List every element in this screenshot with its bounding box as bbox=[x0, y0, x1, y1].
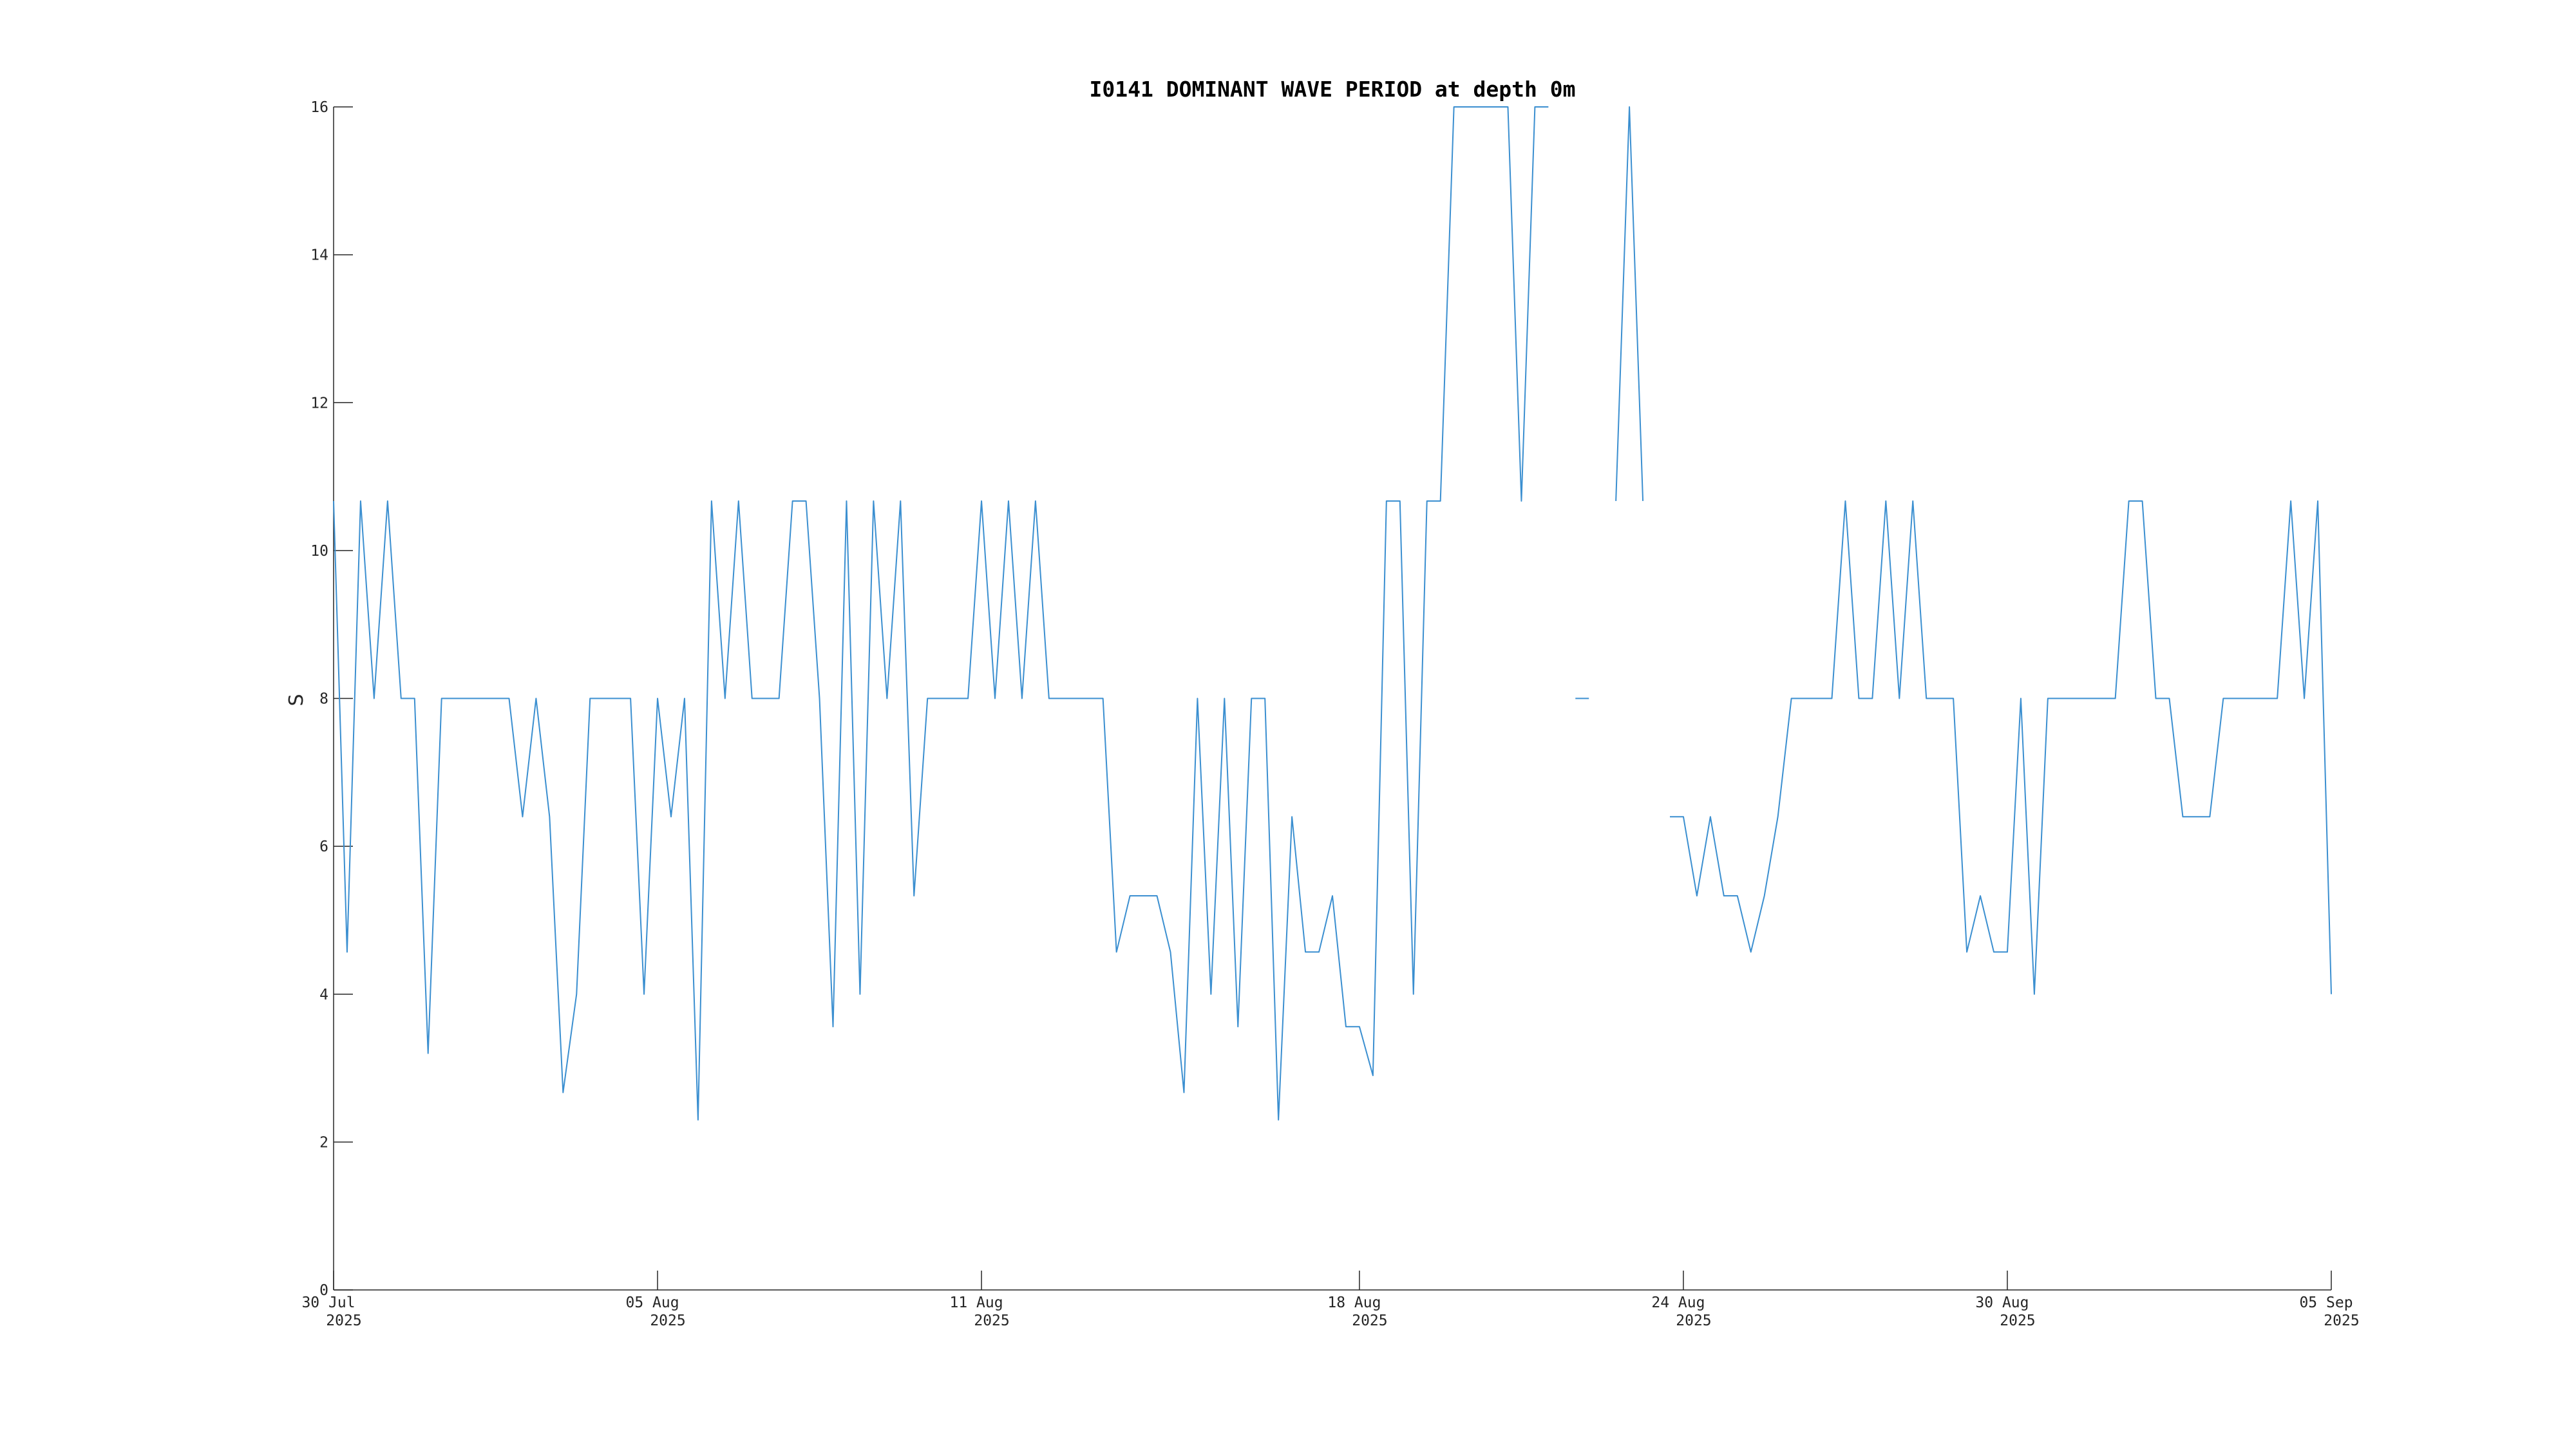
x-tick-label-line: 2025 bbox=[1676, 1312, 1711, 1329]
x-tick-label: 24 Aug 2025 bbox=[1651, 1294, 1711, 1329]
y-tick-label: 4 bbox=[319, 987, 328, 1003]
x-tick-label: 18 Aug 2025 bbox=[1327, 1294, 1387, 1329]
x-tick-label-line: 05 Aug bbox=[625, 1294, 679, 1311]
x-tick-label-line: 2025 bbox=[650, 1312, 685, 1329]
x-tick-label: 30 Aug 2025 bbox=[1975, 1294, 2035, 1329]
x-tick-label-line: 05 Sep bbox=[2299, 1294, 2353, 1311]
x-tick-label-line: 11 Aug bbox=[950, 1294, 1003, 1311]
y-tick-label: 10 bbox=[310, 543, 328, 560]
y-tick-label: 14 bbox=[310, 247, 328, 264]
x-tick-label-line: 2025 bbox=[2324, 1312, 2359, 1329]
chart-title: I0141 DOMINANT WAVE PERIOD at depth 0m bbox=[1090, 77, 1576, 102]
y-tick-label: 12 bbox=[310, 395, 328, 412]
x-tick-label-line: 30 Jul bbox=[301, 1294, 355, 1311]
data-line bbox=[333, 106, 2332, 1121]
x-tick-label-line: 30 Aug bbox=[1975, 1294, 2029, 1311]
x-tick-label-line: 2025 bbox=[1352, 1312, 1387, 1329]
x-tick-label-line: 2025 bbox=[2000, 1312, 2035, 1329]
x-tick-label-line: 18 Aug bbox=[1327, 1294, 1381, 1311]
x-tick-label: 11 Aug 2025 bbox=[950, 1294, 1010, 1329]
x-tick-label: 05 Aug 2025 bbox=[625, 1294, 685, 1329]
y-tick-label: 0 bbox=[319, 1282, 328, 1299]
x-tick-label-line: 2025 bbox=[326, 1312, 361, 1329]
y-tick-label: 6 bbox=[319, 838, 328, 855]
x-tick-label: 30 Jul 2025 bbox=[301, 1294, 361, 1329]
y-tick-label: 2 bbox=[319, 1134, 328, 1151]
y-tick-label: 16 bbox=[310, 99, 328, 116]
x-tick-label: 05 Sep 2025 bbox=[2299, 1294, 2359, 1329]
y-axis-label: S bbox=[285, 694, 308, 706]
x-tick-label-line: 24 Aug bbox=[1651, 1294, 1705, 1311]
y-tick-label: 8 bbox=[319, 691, 328, 708]
x-tick-label-line: 2025 bbox=[974, 1312, 1009, 1329]
